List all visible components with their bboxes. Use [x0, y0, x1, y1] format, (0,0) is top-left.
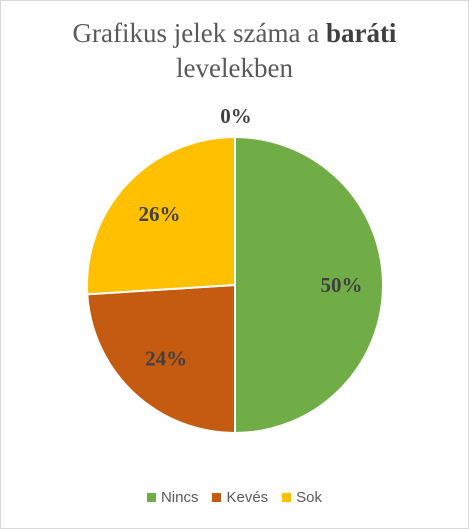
legend-label-keves: Kevés — [226, 489, 269, 506]
pie-slice-kevs — [86, 283, 236, 435]
title-bold-word: baráti — [325, 18, 397, 48]
data-label-sok: 26% — [138, 202, 180, 226]
legend-item-sok: Sok — [282, 489, 322, 506]
legend-item-keves: Kevés — [212, 489, 268, 506]
legend-label-nincs: Nincs — [160, 489, 199, 506]
legend-label-sok: Sok — [296, 489, 323, 506]
pie-slice-nincs — [234, 135, 384, 435]
data-label-kevs: 24% — [145, 346, 187, 370]
title-part2: levelekben — [176, 53, 293, 83]
legend-swatch-nincs — [146, 493, 156, 502]
data-label-zero: 0% — [220, 104, 252, 128]
title-part1: Grafikus jelek száma a — [72, 18, 320, 48]
pie-data-labels: 50% 24% 26% — [138, 202, 362, 370]
pie-slice-sok — [86, 135, 236, 296]
legend-item-nincs: Nincs — [146, 489, 199, 506]
chart-title: Grafikus jelek száma a baráti levelekben — [0, 16, 469, 86]
pie-slices — [86, 135, 384, 435]
chart-legend: Nincs Kevés Sok — [0, 489, 469, 506]
legend-swatch-sok — [282, 493, 292, 502]
data-label-nincs: 50% — [321, 273, 363, 297]
legend-swatch-keves — [212, 493, 222, 502]
